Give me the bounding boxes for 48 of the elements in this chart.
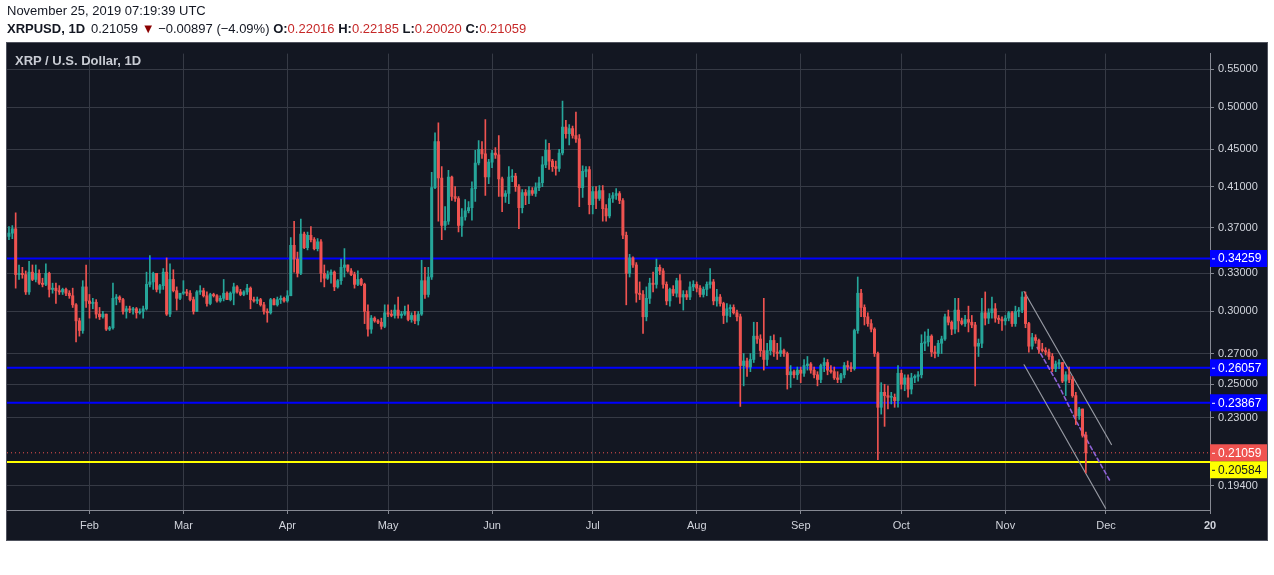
candlestick — [54, 282, 58, 304]
x-tick-label: Sep — [790, 518, 811, 531]
x-tick-label: Apr — [278, 518, 297, 531]
x-tick-label: Nov — [995, 518, 1016, 531]
candlestick — [1000, 316, 1004, 331]
y-tick-label: 0.55000 — [1218, 62, 1258, 75]
candlestick — [614, 188, 618, 200]
x-tick-label: Jun — [483, 518, 501, 531]
x-tick-label: Feb — [79, 518, 99, 531]
y-tick-label: 0.37000 — [1218, 220, 1258, 233]
ref-line-label: 0.20584 — [1218, 462, 1262, 477]
y-tick-label: 0.45000 — [1218, 142, 1258, 155]
x-tick-label: 20 — [1203, 518, 1217, 531]
x-tick-label: Aug — [686, 518, 707, 531]
candlestick — [17, 264, 21, 280]
y-tick-label: 0.23000 — [1218, 410, 1258, 423]
x-tick-label: May — [377, 518, 399, 531]
ref-line-label: 0.23867 — [1218, 395, 1262, 410]
y-tick-label: 0.27000 — [1218, 346, 1258, 359]
candlestick — [91, 298, 95, 310]
x-tick-label: Oct — [892, 518, 910, 531]
chart-subtitle: XRPUSD, 1D — [7, 21, 86, 36]
ref-line-label: 0.21059 — [1218, 445, 1262, 460]
candlestick — [983, 291, 987, 326]
candlestick — [815, 371, 819, 387]
line-series — [1036, 346, 1111, 482]
ref-line-label: 0.26057 — [1218, 360, 1262, 375]
y-tick-label: 0.19400 — [1218, 478, 1258, 491]
y-tick-label: 0.25000 — [1218, 377, 1258, 390]
y-tick-label: 0.41000 — [1218, 179, 1258, 192]
x-tick-label: Dec — [1096, 518, 1117, 531]
candlestick — [651, 271, 655, 293]
candlestick — [329, 269, 333, 284]
candlestick — [889, 392, 893, 405]
chart-title: XRP / U.S. Dollar, 1D — [15, 53, 142, 68]
x-tick-label: Jul — [585, 518, 600, 531]
y-tick-label: 0.30000 — [1218, 304, 1258, 317]
x-tick-label: Mar — [173, 518, 194, 531]
ref-line-label: 0.34259 — [1218, 251, 1262, 266]
text: November 25, 2019 07:19:39 UTC — [7, 3, 206, 18]
candlestick — [681, 290, 685, 311]
candlestick — [711, 279, 715, 306]
y-tick-label: 0.50000 — [1218, 100, 1258, 113]
text: 0.21059 ▼ −0.00897 (−4.09%) O:0.22016 H:0.22185 L:0.20020 C:0.21059 — [91, 21, 527, 36]
candlestick — [554, 160, 558, 176]
y-tick-label: 0.33000 — [1218, 266, 1258, 279]
candlestick — [386, 304, 390, 318]
candlestick — [919, 334, 923, 379]
